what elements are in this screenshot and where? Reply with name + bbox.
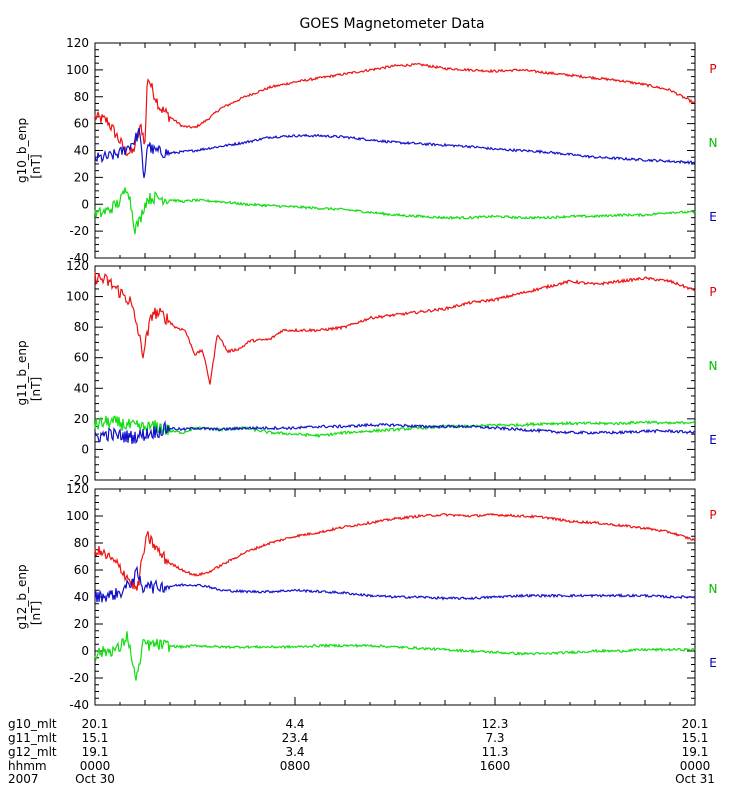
bottom-row-value: 1600	[480, 759, 511, 773]
bottom-row-value: 4.4	[285, 717, 304, 731]
panel-2: -20 0 20 40 60 80 100 120 g11_b_enp [nT] P N E	[15, 259, 717, 487]
series-line-N	[94, 415, 696, 439]
y-tick-label: 60	[74, 351, 89, 365]
series-line-E	[94, 187, 696, 235]
y-tick-label: 0	[81, 644, 89, 658]
bottom-row-name: g11_mlt	[8, 731, 57, 745]
y-axis-label: g10_b_enp	[15, 118, 29, 183]
y-tick-label: 40	[74, 590, 89, 604]
bottom-row-value: Oct 31	[675, 772, 715, 786]
series-line-P	[94, 271, 696, 385]
bottom-row-value: Oct 30	[75, 772, 115, 786]
y-tick-label: 0	[81, 197, 89, 211]
y-tick-label: -40	[69, 698, 89, 712]
y-tick-label: 120	[66, 259, 89, 273]
y-axis-label: g11_b_enp	[15, 340, 29, 405]
y-axis-unit: [nT]	[29, 377, 43, 401]
y-tick-label: 20	[74, 617, 89, 631]
y-tick-label: 100	[66, 290, 89, 304]
legend-E: E	[709, 210, 717, 224]
bottom-row-value: 0000	[80, 759, 111, 773]
bottom-row-value: 0000	[680, 759, 711, 773]
y-tick-label: 80	[74, 320, 89, 334]
panel-3: -40 -20 0 20 40 60 80 100 120 g12_b_enp [nT] P N E	[15, 482, 717, 712]
series-line-N	[94, 565, 696, 603]
legend-N: N	[709, 136, 718, 150]
bottom-row-value: 23.4	[282, 731, 309, 745]
bottom-row-value: 20.1	[682, 717, 709, 731]
y-tick-label: 0	[81, 442, 89, 456]
y-tick-label: 60	[74, 563, 89, 577]
bottom-row-name: g10_mlt	[8, 717, 57, 731]
y-tick-label: 100	[66, 509, 89, 523]
y-tick-label: 20	[74, 170, 89, 184]
chart-title: GOES Magnetometer Data	[299, 16, 484, 32]
series-line-P	[94, 512, 696, 591]
y-tick-label: -20	[69, 224, 89, 238]
y-axis-unit: [nT]	[29, 154, 43, 178]
series-line-E	[94, 631, 696, 681]
series-line-P	[94, 62, 696, 157]
bottom-row-value: 7.3	[485, 731, 504, 745]
bottom-row-value: 15.1	[682, 731, 709, 745]
legend-N: N	[709, 359, 718, 373]
bottom-row-name: 2007	[8, 772, 39, 786]
y-tick-label: 60	[74, 117, 89, 131]
y-tick-label: 40	[74, 144, 89, 158]
y-tick-label: 40	[74, 381, 89, 395]
y-tick-label: -40	[69, 251, 89, 265]
y-tick-label: 80	[74, 536, 89, 550]
bottom-row-value: 0800	[280, 759, 311, 773]
legend-P: P	[709, 508, 716, 522]
bottom-row-value: 19.1	[682, 745, 709, 759]
bottom-row-value: 11.3	[482, 745, 509, 759]
y-tick-label: 120	[66, 482, 89, 496]
bottom-row-value: 12.3	[482, 717, 509, 731]
y-tick-label: -20	[69, 671, 89, 685]
series-line-E	[94, 420, 696, 445]
bottom-row-value: 3.4	[285, 745, 304, 759]
y-axis-unit: [nT]	[29, 601, 43, 625]
y-tick-label: 120	[66, 36, 89, 50]
y-axis-label: g12_b_enp	[15, 564, 29, 629]
y-tick-label: 100	[66, 63, 89, 77]
legend-N: N	[709, 582, 718, 596]
y-tick-label: 20	[74, 412, 89, 426]
legend-P: P	[709, 285, 716, 299]
series-line-N	[94, 127, 696, 179]
bottom-row-name: hhmm	[8, 759, 47, 773]
legend-E: E	[709, 656, 717, 670]
bottom-row-name: g12_mlt	[8, 745, 57, 759]
panel-frame	[94, 265, 696, 481]
y-tick-label: -20	[69, 473, 89, 487]
y-tick-label: 80	[74, 90, 89, 104]
bottom-row-value: 20.1	[82, 717, 109, 731]
legend-P: P	[709, 62, 716, 76]
panel-1: -40 -20 0 20 40 60 80 100 120 g10_b_enp [nT] P N E	[15, 36, 717, 265]
bottom-row-value: 19.1	[82, 745, 109, 759]
bottom-row-value: 15.1	[82, 731, 109, 745]
legend-E: E	[709, 433, 717, 447]
